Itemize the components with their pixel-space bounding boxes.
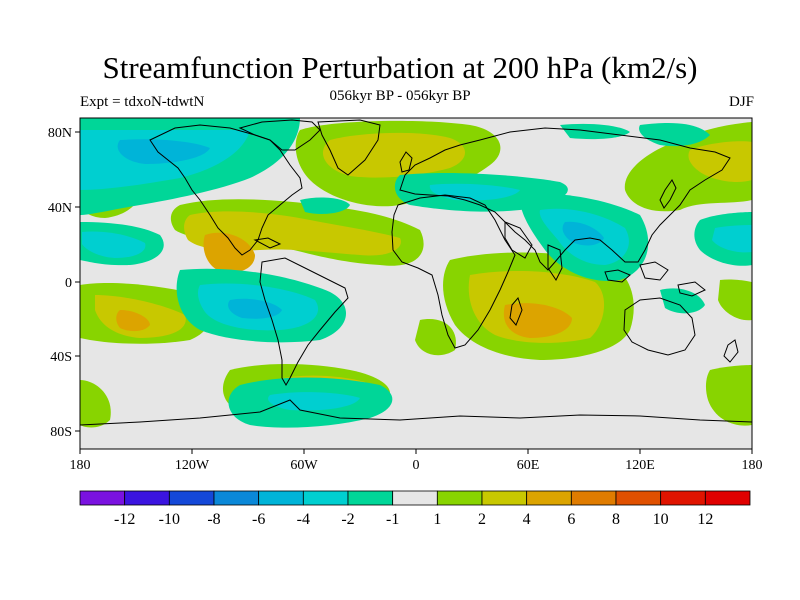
lat-label: 40S [50, 350, 72, 365]
colorbar-label: -12 [114, 511, 135, 528]
coastlines [80, 119, 752, 426]
lat-label: 80S [50, 425, 72, 440]
colorbar-label: 2 [478, 511, 486, 528]
lat-label: 0 [65, 276, 72, 291]
colorbar-label: 4 [523, 511, 531, 528]
colorbar-label: 10 [653, 511, 669, 528]
lon-label: 180 [70, 458, 91, 473]
colorbar-box [213, 490, 260, 506]
colorbar-label: -10 [159, 511, 180, 528]
latitude-ticks [75, 131, 80, 432]
lon-label: 180 [742, 458, 763, 473]
colorbar-label: -8 [207, 511, 220, 528]
season-label: DJF [728, 94, 754, 110]
colorbar [79, 490, 751, 506]
colorbar-label: 6 [567, 511, 575, 528]
chart-title: Streamfunction Perturbation at 200 hPa (… [102, 50, 698, 85]
colorbar-box [168, 490, 215, 506]
colorbar-box [392, 490, 438, 506]
lat-label: 40N [48, 201, 72, 216]
colorbar-label: -2 [341, 511, 354, 528]
negative-strong-regions [117, 139, 604, 319]
colorbar-box [79, 490, 126, 506]
lon-label: 120W [175, 458, 210, 473]
colorbar-labels: -12 -10 -8 -6 -4 -2 -1 1 2 4 6 8 10 12 [114, 511, 713, 528]
latitude-labels: 80N 40N 0 40S 80S [48, 126, 72, 440]
colorbar-label: 12 [697, 511, 713, 528]
colorbar-box [302, 490, 349, 506]
lon-label: 0 [413, 458, 420, 473]
chart-subtitle: 056kyr BP - 056kyr BP [329, 88, 471, 104]
colorbar-box [481, 490, 528, 506]
lat-label: 80N [48, 126, 72, 141]
colorbar-box [258, 490, 304, 506]
colorbar-label: -1 [386, 511, 399, 528]
longitude-labels: 180 120W 60W 0 60E 120E 180 [70, 458, 763, 473]
colorbar-box [660, 490, 706, 506]
colorbar-box [347, 490, 394, 506]
colorbar-label: 8 [612, 511, 620, 528]
colorbar-box [615, 490, 662, 506]
longitude-ticks [79, 449, 753, 454]
colorbar-box [124, 490, 170, 506]
colorbar-label: -4 [297, 511, 310, 528]
colorbar-label: -6 [252, 511, 265, 528]
lon-label: 120E [625, 458, 655, 473]
colorbar-box [526, 490, 572, 506]
lon-label: 60W [290, 458, 318, 473]
colorbar-box [704, 490, 751, 506]
map-panel [80, 118, 752, 449]
colorbar-box [436, 490, 483, 506]
colorbar-box [570, 490, 617, 506]
lon-label: 60E [517, 458, 540, 473]
experiment-label: Expt = tdxoN-tdwtN [80, 94, 205, 110]
colorbar-label: 1 [433, 511, 441, 528]
